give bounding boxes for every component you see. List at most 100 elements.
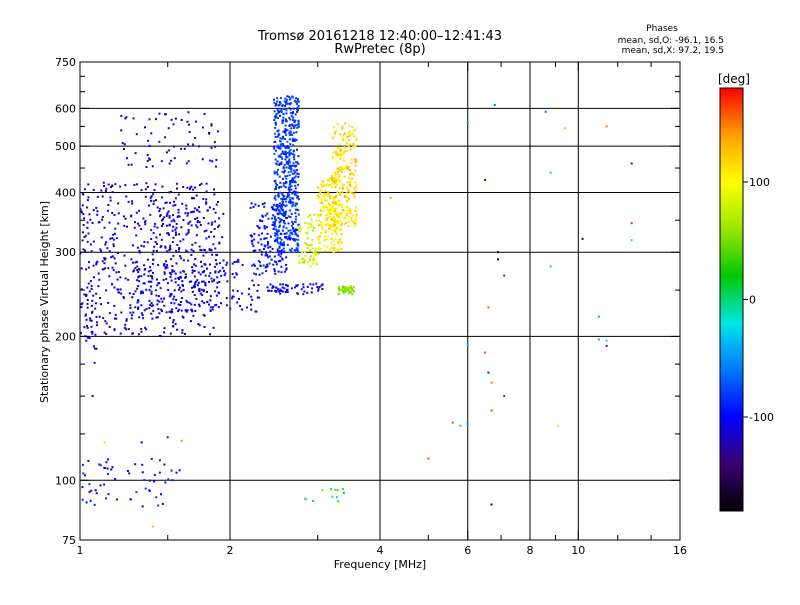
data-point bbox=[286, 145, 289, 147]
data-point bbox=[277, 132, 280, 135]
data-point bbox=[140, 275, 143, 278]
data-point bbox=[303, 241, 306, 244]
data-point bbox=[290, 212, 293, 215]
data-point bbox=[190, 280, 193, 283]
data-point bbox=[312, 500, 315, 502]
data-point bbox=[81, 486, 84, 489]
data-point bbox=[107, 267, 110, 270]
data-point bbox=[319, 223, 322, 226]
data-point bbox=[282, 130, 285, 133]
data-point bbox=[110, 186, 112, 189]
data-point bbox=[81, 204, 84, 207]
data-point bbox=[165, 224, 168, 227]
data-point bbox=[324, 184, 327, 187]
data-point bbox=[102, 317, 105, 320]
data-point bbox=[292, 228, 295, 231]
data-point bbox=[216, 286, 219, 289]
data-point bbox=[207, 222, 210, 225]
data-point bbox=[490, 503, 493, 506]
data-point bbox=[154, 183, 157, 186]
data-point bbox=[185, 299, 188, 302]
data-point bbox=[317, 247, 320, 250]
data-point bbox=[337, 249, 340, 252]
data-point bbox=[91, 299, 94, 302]
data-point bbox=[150, 199, 152, 202]
data-point bbox=[175, 471, 178, 474]
data-point bbox=[171, 308, 174, 311]
data-point bbox=[137, 333, 140, 336]
data-point bbox=[277, 216, 280, 219]
data-point bbox=[283, 153, 286, 155]
data-point bbox=[158, 282, 161, 285]
data-point bbox=[354, 158, 357, 161]
data-point bbox=[343, 289, 346, 292]
data-point bbox=[108, 250, 111, 253]
data-point bbox=[290, 112, 293, 114]
data-point bbox=[163, 304, 166, 307]
data-point bbox=[302, 286, 305, 289]
data-point bbox=[104, 190, 107, 192]
data-point bbox=[339, 224, 342, 227]
data-point bbox=[194, 137, 197, 139]
data-point bbox=[281, 243, 284, 246]
data-point bbox=[280, 110, 283, 113]
data-point bbox=[96, 195, 99, 198]
data-point bbox=[103, 441, 106, 444]
data-point bbox=[351, 293, 354, 296]
data-point bbox=[194, 218, 197, 220]
data-point bbox=[303, 260, 306, 262]
data-point bbox=[289, 238, 291, 241]
data-point bbox=[223, 274, 226, 277]
data-point bbox=[233, 261, 236, 263]
data-point bbox=[124, 217, 127, 220]
data-point bbox=[316, 263, 319, 266]
data-point bbox=[277, 253, 280, 256]
data-point bbox=[309, 225, 312, 228]
data-point bbox=[329, 195, 332, 198]
data-point bbox=[119, 276, 122, 279]
data-point bbox=[296, 250, 299, 253]
data-point bbox=[293, 176, 296, 179]
data-point bbox=[215, 294, 218, 297]
data-point bbox=[271, 208, 274, 210]
data-point bbox=[349, 185, 352, 188]
data-point bbox=[167, 232, 170, 235]
data-point bbox=[466, 121, 469, 124]
data-point bbox=[294, 124, 297, 127]
data-point bbox=[176, 187, 178, 190]
data-point bbox=[184, 273, 187, 276]
data-point bbox=[137, 270, 140, 273]
data-point bbox=[296, 247, 299, 250]
data-point bbox=[112, 245, 115, 248]
data-point bbox=[90, 304, 93, 307]
data-point bbox=[343, 139, 346, 142]
data-point bbox=[211, 160, 214, 163]
data-point bbox=[185, 233, 188, 236]
data-point bbox=[313, 254, 316, 257]
data-point bbox=[276, 146, 279, 149]
data-point bbox=[293, 121, 296, 124]
data-point bbox=[287, 161, 290, 164]
data-point bbox=[340, 204, 343, 207]
data-point bbox=[346, 150, 349, 153]
data-point bbox=[212, 243, 215, 246]
data-point bbox=[354, 217, 357, 220]
data-point bbox=[309, 265, 312, 268]
data-point bbox=[285, 120, 288, 123]
data-point bbox=[338, 287, 340, 290]
data-point bbox=[133, 226, 136, 229]
data-point bbox=[267, 217, 270, 220]
data-point bbox=[281, 150, 284, 153]
data-point bbox=[127, 200, 130, 203]
data-point bbox=[211, 221, 214, 224]
data-point bbox=[262, 248, 265, 250]
data-point bbox=[155, 294, 158, 297]
data-point bbox=[284, 284, 287, 286]
data-point bbox=[308, 257, 311, 260]
data-point bbox=[198, 184, 201, 186]
data-point bbox=[138, 316, 141, 319]
data-point bbox=[282, 244, 285, 247]
data-point bbox=[355, 215, 358, 218]
data-point bbox=[319, 221, 322, 223]
data-point bbox=[280, 249, 283, 252]
